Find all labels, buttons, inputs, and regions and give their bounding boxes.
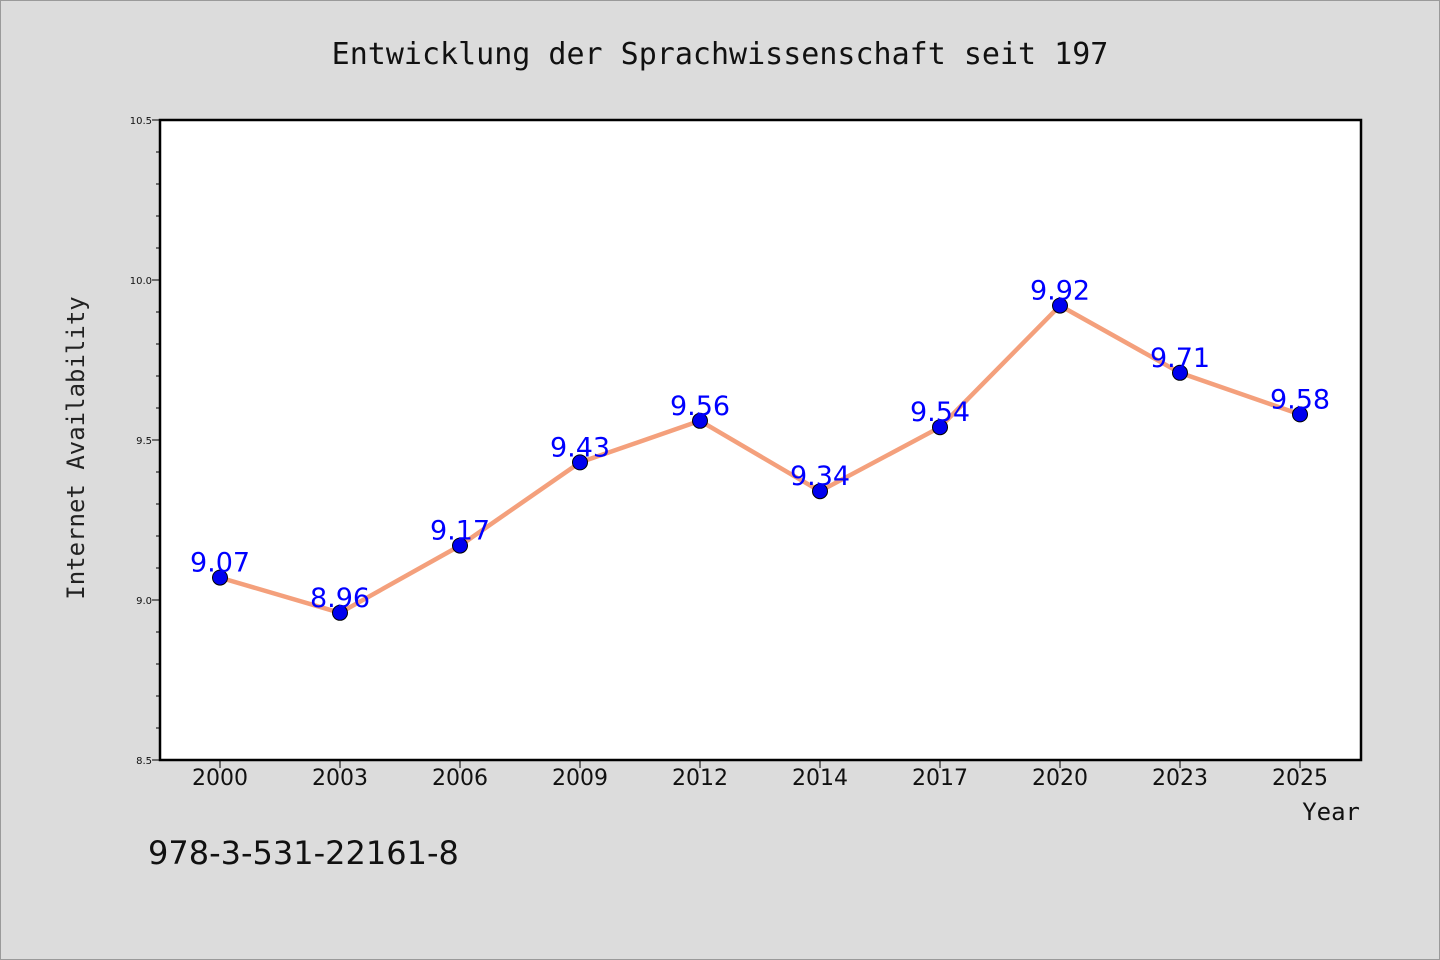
series-group [212, 297, 1308, 621]
y-tick-label: 9.0 [136, 596, 152, 607]
data-label: 9.07 [190, 548, 250, 579]
data-label: 9.92 [1030, 276, 1090, 307]
data-label: 9.54 [910, 397, 970, 428]
x-tick-label: 2014 [792, 766, 848, 791]
plot-area [158, 118, 1363, 762]
y-axis: 8.5 9.0 9.5 10.0 10.5 [130, 116, 160, 767]
series-line [219, 303, 1301, 616]
data-label: 9.17 [430, 516, 490, 547]
x-tick-label: 2017 [912, 766, 968, 791]
y-tick-label: 9.5 [136, 436, 152, 447]
data-label: 9.56 [670, 391, 730, 422]
data-labels: 9.07 8.96 9.17 9.43 9.56 9.34 9.54 9.92 9.71 9.58 [190, 276, 1330, 614]
data-point [572, 454, 588, 471]
x-tick-label: 2009 [552, 766, 608, 791]
y-axis-title: Internet Availability [62, 296, 90, 599]
data-point [1292, 406, 1308, 423]
y-tick-label: 10.0 [130, 276, 152, 287]
data-point [932, 419, 948, 436]
data-label: 9.34 [790, 461, 850, 492]
y-tick-label: 8.5 [136, 756, 152, 767]
isbn-text: 978-3-531-22161-8 [148, 834, 459, 872]
data-label: 9.71 [1150, 343, 1210, 374]
data-point [1172, 364, 1188, 381]
x-axis: 2000 2003 2006 2009 2012 2014 2017 2020 2023 2025 [192, 760, 1328, 791]
data-point [452, 537, 468, 554]
data-point [812, 483, 828, 500]
x-tick-label: 2006 [432, 766, 488, 791]
x-tick-label: 2012 [672, 766, 728, 791]
data-point [332, 604, 348, 621]
data-point [212, 569, 228, 586]
x-tick-label: 2000 [192, 766, 248, 791]
data-point [1052, 297, 1068, 314]
x-tick-label: 2023 [1152, 766, 1208, 791]
x-axis-title: Year [1302, 798, 1360, 826]
data-label: 9.58 [1270, 384, 1330, 415]
x-tick-label: 2003 [312, 766, 368, 791]
data-label: 8.96 [310, 583, 370, 614]
data-point [692, 412, 708, 429]
y-tick-label: 10.5 [130, 116, 152, 127]
x-tick-label: 2020 [1032, 766, 1088, 791]
x-tick-label: 2025 [1272, 766, 1328, 791]
data-label: 9.43 [550, 432, 610, 463]
chart-title: Entwicklung der Sprachwissenschaft seit … [332, 37, 1109, 72]
